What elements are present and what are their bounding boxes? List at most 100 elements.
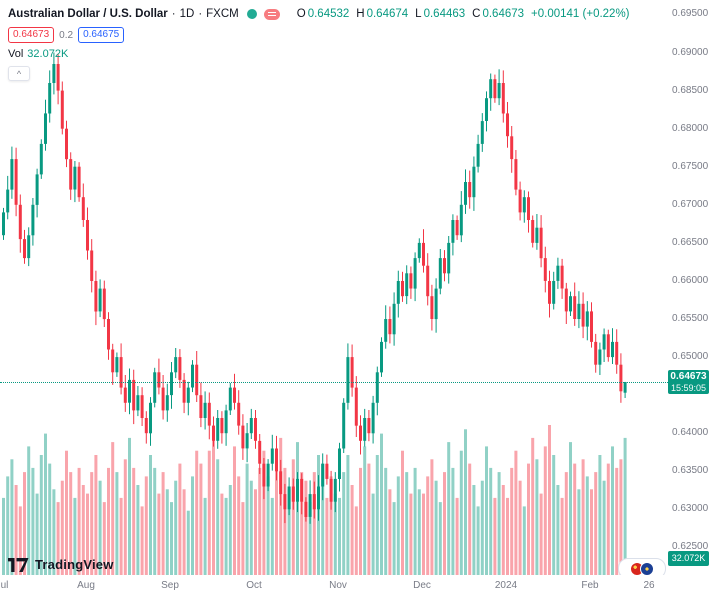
volume-bar	[623, 437, 627, 575]
candle	[102, 288, 106, 320]
candle	[35, 174, 39, 205]
volume-bar	[354, 506, 358, 575]
candle	[405, 273, 409, 297]
candle	[611, 341, 614, 358]
volume-bar	[199, 463, 203, 575]
volume-bar	[287, 489, 291, 575]
volume-bar	[417, 489, 421, 575]
candle	[228, 387, 232, 411]
candle	[275, 448, 278, 472]
candle	[296, 478, 299, 502]
ask-price-badge[interactable]: 0.64675	[78, 27, 125, 43]
current-price-value: 0.64673	[670, 371, 707, 382]
volume-bar	[60, 480, 64, 575]
close-label: C	[472, 8, 481, 20]
price-tick-label: 0.68000	[672, 123, 709, 134]
volume-bar	[65, 450, 68, 575]
candle	[539, 227, 543, 259]
volume-bar	[430, 459, 434, 575]
candle	[522, 197, 526, 213]
candle	[346, 357, 350, 403]
candle	[497, 83, 501, 99]
candle	[615, 341, 619, 365]
volume-bar	[552, 455, 556, 575]
volume-bar	[14, 485, 18, 575]
volume-bar	[581, 459, 585, 575]
volume-bar	[573, 463, 577, 575]
low-label: L	[415, 8, 422, 20]
volume-bar	[615, 467, 619, 575]
volume-bar	[472, 485, 476, 575]
candle	[329, 478, 333, 502]
chart-pane[interactable]: Australian Dollar / U.S. Dollar · 1D · F…	[0, 0, 668, 575]
candle	[69, 159, 73, 190]
volume-bar	[52, 489, 56, 575]
volume-bar	[178, 463, 182, 575]
candle	[493, 79, 497, 99]
tradingview-watermark[interactable]: TradingView	[8, 557, 114, 572]
volume-bar	[212, 429, 215, 575]
volume-bar	[153, 467, 157, 575]
candle	[468, 182, 472, 198]
volume-bar	[81, 485, 85, 575]
candle	[451, 220, 455, 243]
candle	[182, 379, 186, 403]
candle	[354, 387, 358, 426]
legend-menu-chip-icon[interactable]	[263, 8, 280, 20]
bid-price-badge[interactable]: 0.64673	[8, 27, 55, 43]
candle	[325, 463, 329, 479]
symbol-title[interactable]: Australian Dollar / U.S. Dollar	[8, 8, 168, 20]
candle	[115, 357, 119, 373]
volume-bar	[228, 485, 232, 575]
candle	[186, 387, 190, 403]
candle	[44, 113, 47, 144]
volume-bar	[480, 480, 484, 575]
volume-bar	[447, 442, 451, 575]
candle	[107, 319, 110, 350]
time-axis[interactable]: Jul Aug Sep Oct Nov Dec 2024 Feb 26	[0, 575, 710, 600]
volume-bar	[426, 476, 430, 575]
volume-bar	[73, 497, 77, 575]
legend-collapse-button[interactable]: ^	[8, 66, 30, 81]
volume-bar	[539, 493, 543, 575]
bar-countdown: 15:59:05	[670, 383, 707, 393]
interval-label[interactable]: 1D	[179, 8, 195, 20]
volume-bar	[165, 489, 169, 575]
legend-visibility-chip-icon[interactable]	[246, 9, 257, 19]
volume-bar	[367, 463, 371, 575]
volume-bar	[312, 472, 316, 575]
price-axis[interactable]: 0.69500 0.69000 0.68500 0.68000 0.67500 0.670…	[668, 0, 710, 575]
candle	[111, 349, 115, 373]
volume-bar	[266, 476, 270, 575]
economic-events-badge[interactable]	[618, 558, 666, 575]
volume-bar	[548, 425, 551, 575]
volume-label[interactable]: Vol	[8, 48, 24, 60]
candle	[573, 296, 577, 319]
volume-bar	[409, 493, 413, 575]
volume-bar	[191, 476, 194, 575]
volume-bar	[380, 433, 383, 575]
price-tick-label: 0.67500	[672, 161, 709, 172]
volume-bar	[186, 510, 190, 575]
time-tick-label: Feb	[581, 580, 599, 591]
volume-bar	[220, 493, 224, 575]
volume-bar	[422, 493, 425, 575]
volume-bar	[564, 472, 568, 575]
volume-bar	[23, 472, 26, 575]
separator-dot: ·	[171, 8, 176, 20]
candle	[455, 220, 459, 236]
volume-bar	[56, 502, 60, 575]
volume-bar	[128, 437, 131, 575]
candle	[560, 265, 564, 289]
open-value: 0.64532	[307, 8, 350, 20]
volume-bar	[396, 476, 400, 575]
candle	[279, 471, 283, 495]
volume-bar	[443, 472, 446, 575]
change-value: +0.00141 (+0.22%)	[531, 8, 630, 20]
volume-bar	[590, 489, 593, 575]
candle	[585, 311, 589, 327]
candle	[270, 448, 274, 464]
open-label: O	[296, 8, 306, 20]
candle	[237, 402, 241, 426]
candle	[2, 212, 5, 236]
